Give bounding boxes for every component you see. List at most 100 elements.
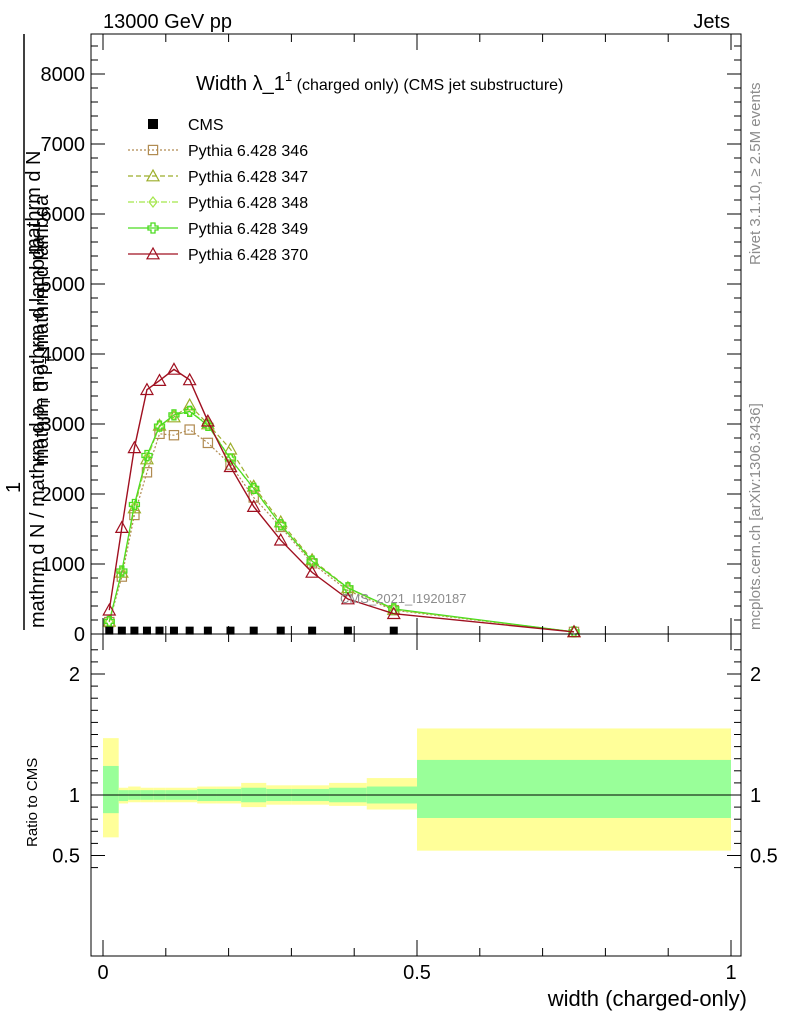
y-label-one: 1 bbox=[3, 482, 25, 493]
y-label-top-line2: mathrm d pT mathrm d lambda bbox=[31, 194, 57, 465]
cms-data-point bbox=[308, 626, 317, 635]
cms-data-point bbox=[226, 626, 235, 635]
legend-label: Pythia 6.428 346 bbox=[188, 143, 308, 160]
y-axis-label-ratio: Ratio to CMS bbox=[24, 758, 41, 847]
legend-label: CMS bbox=[188, 117, 224, 134]
y-axis-label-main: mathrm d N mathrm d pT mathrm d lambda 1… bbox=[3, 34, 57, 630]
mcplots-label: mcplots.cern.ch [arXiv:1306.3436] bbox=[747, 403, 764, 630]
cms-data-point bbox=[142, 626, 151, 635]
main-title-text: Width λ_1 bbox=[196, 73, 285, 95]
series-marker bbox=[342, 582, 354, 594]
series-marker bbox=[184, 424, 195, 435]
cms-data-point bbox=[169, 626, 178, 635]
header-right: Jets bbox=[693, 11, 730, 33]
main-title: Width λ_11 (charged only) (CMS jet subst… bbox=[196, 69, 563, 95]
ratio-y-tick-label-right: 0.5 bbox=[750, 846, 778, 868]
x-tick-label: 1 bbox=[725, 962, 736, 984]
main-y-tick-label: 0 bbox=[74, 624, 85, 646]
series-marker bbox=[246, 499, 261, 512]
legend-marker bbox=[148, 196, 158, 208]
series-marker bbox=[182, 397, 197, 411]
watermark: CMS_2021_I1920187 bbox=[340, 591, 467, 606]
legend-marker bbox=[145, 168, 161, 182]
series-marker bbox=[114, 520, 129, 534]
series-marker bbox=[273, 532, 288, 546]
header-left: 13000 GeV pp bbox=[103, 11, 232, 33]
main-y-tick-label: 6000 bbox=[41, 204, 86, 226]
series-marker bbox=[154, 428, 165, 440]
ratio-y-tick-label: 2 bbox=[69, 664, 80, 686]
series-marker bbox=[248, 483, 259, 496]
x-axis-label: width (charged-only) bbox=[547, 986, 747, 1011]
series-marker bbox=[203, 418, 213, 430]
legend-label: Pythia 6.428 370 bbox=[188, 247, 308, 264]
series-marker bbox=[117, 565, 127, 578]
series-line bbox=[108, 428, 575, 633]
ratio-y-tick-label: 0.5 bbox=[52, 846, 80, 868]
x-tick-label: 0 bbox=[97, 962, 108, 984]
main-title-sup: 1 bbox=[285, 69, 292, 84]
ratio-band-inner bbox=[103, 765, 119, 814]
series-marker bbox=[305, 565, 320, 578]
main-y-tick-label: 2000 bbox=[41, 484, 86, 506]
series-marker bbox=[275, 519, 287, 531]
series-marker bbox=[340, 591, 355, 605]
series-marker bbox=[223, 459, 238, 473]
cms-data-point bbox=[117, 626, 126, 635]
series-marker bbox=[141, 449, 153, 462]
series-marker bbox=[202, 437, 214, 449]
y-label-numerator-top: mathrm d N bbox=[23, 151, 45, 255]
ratio-panel: 0.5 0.5 1 1 2 2 bbox=[52, 633, 778, 957]
series-marker bbox=[182, 372, 197, 386]
main-y-tick-label: 4000 bbox=[41, 344, 86, 366]
main-title-suffix: (charged only) (CMS jet substructure) bbox=[292, 77, 563, 94]
cms-data-point bbox=[249, 626, 258, 635]
series-marker bbox=[154, 420, 165, 433]
legend-marker bbox=[145, 246, 161, 260]
cms-data-point bbox=[343, 626, 352, 635]
legend-label: Pythia 6.428 348 bbox=[188, 195, 308, 212]
cms-data-point bbox=[276, 626, 285, 635]
legend-marker bbox=[147, 222, 159, 234]
main-panel: CMS_2021_I1920187 0 1000 2000 3000 4000 5000 6… bbox=[41, 33, 742, 646]
series-marker bbox=[153, 420, 166, 432]
cms-data-point bbox=[155, 626, 164, 635]
legend-label: Pythia 6.428 349 bbox=[188, 221, 308, 238]
cms-data-point bbox=[105, 626, 114, 635]
cms-data-point bbox=[389, 626, 398, 635]
series-marker bbox=[139, 382, 154, 396]
series-marker bbox=[116, 565, 128, 577]
ratio-band-inner bbox=[417, 759, 731, 818]
series-marker bbox=[184, 405, 196, 418]
series-marker bbox=[168, 409, 180, 421]
legend-marker bbox=[147, 144, 159, 156]
series-marker bbox=[200, 413, 215, 427]
series-marker bbox=[128, 498, 141, 511]
series-line bbox=[108, 368, 575, 633]
series-marker bbox=[248, 482, 260, 495]
series-marker bbox=[103, 615, 115, 628]
legend-marker bbox=[148, 119, 158, 129]
main-y-tick-label: 5000 bbox=[41, 274, 86, 296]
cms-data-point bbox=[185, 626, 194, 635]
series-marker bbox=[166, 362, 181, 375]
ratio-y-tick-label-right: 1 bbox=[750, 785, 761, 807]
ratio-band-inner bbox=[118, 790, 129, 802]
legend-label: Pythia 6.428 347 bbox=[188, 169, 308, 186]
cms-data-point bbox=[203, 626, 212, 635]
series-marker bbox=[386, 606, 401, 620]
main-y-tick-label: 3000 bbox=[41, 414, 86, 436]
legend: CMS Pythia 6.428 346 Pythia 6.428 347 Pythi… bbox=[128, 117, 308, 264]
x-tick-label: 0.5 bbox=[403, 962, 431, 984]
cms-data-point bbox=[130, 626, 139, 635]
rivet-label: Rivet 3.1.10, ≥ 2.5M events bbox=[747, 83, 764, 266]
main-y-tick-label: 7000 bbox=[41, 134, 86, 156]
series-marker bbox=[168, 429, 180, 441]
y-label-denominator: mathrm d N / mathrm d pT mathrm d lambda bbox=[27, 236, 53, 628]
ratio-y-tick-label-right: 2 bbox=[750, 664, 761, 686]
series-marker bbox=[566, 624, 582, 638]
main-y-tick-label: 1000 bbox=[41, 554, 86, 576]
series-marker bbox=[127, 440, 142, 454]
main-y-tick-label: 8000 bbox=[41, 64, 86, 86]
